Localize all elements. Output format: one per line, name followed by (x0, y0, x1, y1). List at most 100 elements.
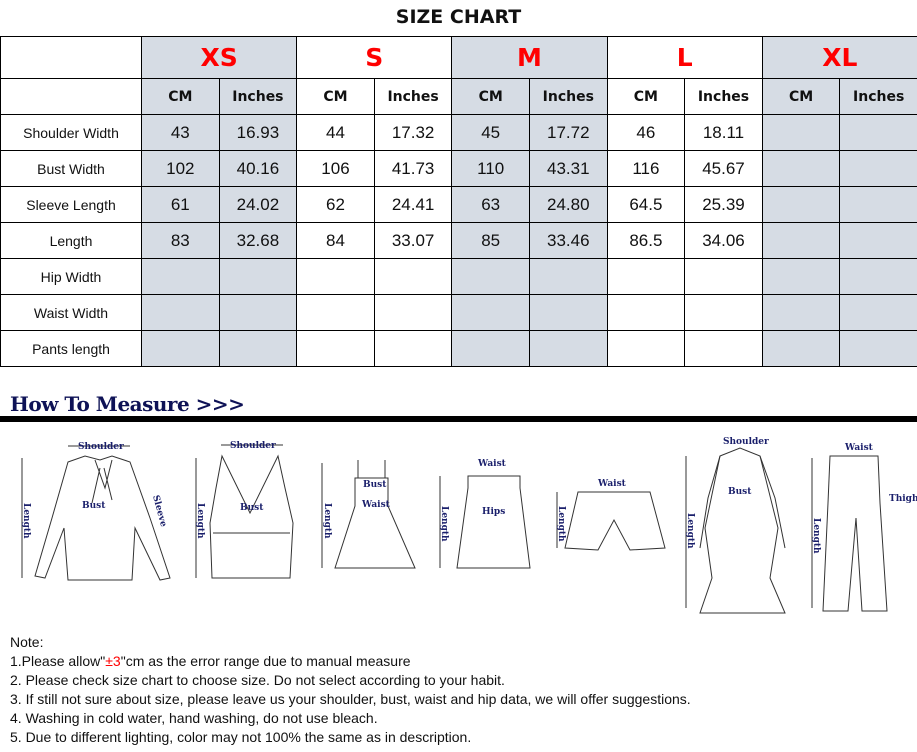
measurement-cell (839, 294, 917, 331)
measurement-cell: 25.39 (684, 186, 763, 223)
label-length: Length (685, 513, 695, 549)
label-waist: Waist (844, 443, 874, 453)
corner-cell (0, 78, 142, 115)
divider (0, 416, 917, 422)
measurement-cell (839, 150, 917, 187)
row-label: Sleeve Length (0, 186, 142, 223)
measurement-cell (141, 330, 220, 367)
measurement-cell (218, 258, 298, 295)
measurement-cell (528, 258, 608, 295)
measurement-cell: 110 (451, 150, 530, 187)
table-row: Shoulder Width 43 16.93 44 17.32 45 17.72 46 18.… (0, 114, 917, 151)
measurement-cell: 64.5 (606, 186, 686, 223)
label-sleeve: Sleeve (150, 494, 168, 528)
coat-figure: Shoulder Bust Length (685, 437, 786, 614)
size-header-l: L (606, 36, 763, 79)
measurement-cell (761, 150, 841, 187)
table-row: Length 83 32.68 84 33.07 85 33.46 86.5 34.06 (0, 222, 917, 259)
label-bust: Bust (728, 487, 752, 497)
measurement-cell (296, 294, 375, 331)
unit-header: Inches (684, 78, 763, 115)
label-bust: Bust (240, 503, 264, 513)
measurement-cell: 83 (141, 222, 220, 259)
measurement-cell: 62 (296, 186, 375, 223)
pants-figure: Waist Thigh Length (811, 443, 917, 612)
row-label: Hip Width (0, 258, 142, 295)
dress-figure: Bust Waist Length (321, 460, 416, 569)
shorts-figure: Waist Length (556, 479, 666, 551)
measurement-cell: 40.16 (218, 150, 298, 187)
label-shoulder: Shoulder (78, 442, 124, 452)
measurement-cell (141, 258, 220, 295)
measurement-cell (839, 258, 917, 295)
note-3: 3. If still not sure about size, please … (10, 691, 691, 707)
measurement-cell: 46 (606, 114, 686, 151)
tolerance-value: ±3 (105, 653, 121, 669)
measurement-cell (528, 294, 608, 331)
measurement-cell (761, 222, 841, 259)
label-hips: Hips (482, 507, 505, 517)
label-length: Length (322, 503, 332, 539)
label-length: Length (195, 503, 205, 539)
measurement-cell (839, 114, 917, 151)
measurement-cell (761, 186, 841, 223)
notes-heading: Note: (10, 634, 44, 650)
measurement-cell: 17.32 (373, 114, 453, 151)
measurement-cell: 63 (451, 186, 530, 223)
label-waist: Waist (597, 479, 627, 489)
measurement-cell (606, 330, 686, 367)
label-waist: Waist (361, 500, 391, 510)
measurement-cell: 33.07 (373, 222, 453, 259)
measurement-cell (761, 294, 841, 331)
page-title: SIZE CHART (395, 6, 522, 28)
row-label: Bust Width (0, 150, 142, 187)
measurement-cell (296, 258, 375, 295)
note-4: 4. Washing in cold water, hand washing, … (10, 710, 378, 726)
label-length: Length (439, 506, 449, 542)
measurement-cell: 33.46 (528, 222, 608, 259)
measurement-cell: 102 (141, 150, 220, 187)
measurement-cell: 24.80 (528, 186, 608, 223)
measurement-cell: 45.67 (684, 150, 763, 187)
measurement-cell: 44 (296, 114, 375, 151)
measurement-cell: 61 (141, 186, 220, 223)
measurement-cell (761, 258, 841, 295)
unit-header: CM (296, 78, 375, 115)
measurement-cell (606, 294, 686, 331)
measurement-cell (606, 258, 686, 295)
table-row: Pants length (0, 330, 917, 367)
measurement-cell: 84 (296, 222, 375, 259)
size-header-m: M (451, 36, 608, 79)
table-row: Bust Width 102 40.16 106 41.73 110 43.31 116 45.… (0, 150, 917, 187)
tank-top-figure: Shoulder Bust Length (195, 441, 294, 579)
unit-header: Inches (218, 78, 298, 115)
table-row: Hip Width (0, 258, 917, 295)
measurement-cell (761, 114, 841, 151)
unit-header: CM (141, 78, 220, 115)
measurement-cell (218, 330, 298, 367)
row-label: Pants length (0, 330, 142, 367)
measurement-cell: 43 (141, 114, 220, 151)
note-2: 2. Please check size chart to choose siz… (10, 672, 505, 688)
unit-header: CM (451, 78, 530, 115)
how-to-measure-heading: How To Measure >>> (10, 392, 245, 416)
measurement-cell: 43.31 (528, 150, 608, 187)
unit-header: Inches (528, 78, 608, 115)
measurement-cell (296, 330, 375, 367)
measurement-cell: 85 (451, 222, 530, 259)
measurement-cell (373, 294, 453, 331)
measurement-cell (839, 330, 917, 367)
unit-header: CM (761, 78, 841, 115)
measurement-cell: 32.68 (218, 222, 298, 259)
label-length: Length (556, 506, 566, 542)
label-thigh: Thigh (889, 494, 917, 504)
label-shoulder: Shoulder (723, 437, 769, 447)
measurement-cell: 34.06 (684, 222, 763, 259)
unit-header: Inches (373, 78, 453, 115)
label-waist: Waist (477, 459, 507, 469)
measurement-cell (218, 294, 298, 331)
size-header-xl: XL (761, 36, 917, 79)
measurement-cell (839, 186, 917, 223)
unit-header: CM (606, 78, 686, 115)
label-length: Length (21, 503, 31, 539)
